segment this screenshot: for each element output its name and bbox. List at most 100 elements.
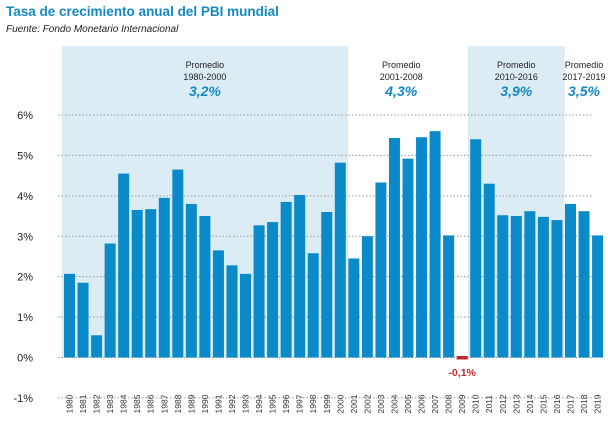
average-title-1: Promedio <box>186 60 225 70</box>
x-tick-label: 2015 <box>538 394 548 413</box>
average-title-4: Promedio <box>565 60 604 70</box>
y-tick-label: 0% <box>17 353 33 365</box>
bar-1987 <box>158 197 170 358</box>
bar-2007 <box>429 131 441 358</box>
x-tick-label: 1991 <box>213 394 223 413</box>
x-tick-label: 1990 <box>200 394 210 413</box>
y-tick-label: -1% <box>13 393 33 405</box>
bar-1988 <box>172 169 184 358</box>
bar-1990 <box>199 216 211 358</box>
bar-2002 <box>361 236 373 358</box>
bar-1997 <box>294 195 306 358</box>
bar-2004 <box>388 138 400 358</box>
x-tick-label: 1999 <box>322 394 332 413</box>
average-value-4: 3,5% <box>568 83 600 99</box>
bar-2009 <box>456 356 468 360</box>
x-tick-label: 1993 <box>241 394 251 413</box>
bar-1986 <box>145 209 157 358</box>
x-tick-label: 2013 <box>511 394 521 413</box>
y-tick-label: 1% <box>17 312 33 324</box>
x-tick-label: 2007 <box>430 394 440 413</box>
bar-1991 <box>212 250 224 358</box>
x-tick-label: 2012 <box>498 394 508 413</box>
average-value-2: 4,3% <box>384 83 417 99</box>
x-tick-label: 2005 <box>403 394 413 413</box>
bar-2019 <box>592 235 604 358</box>
x-tick-label: 2009 <box>457 394 467 413</box>
average-period-3: 2010-2016 <box>495 72 538 82</box>
x-tick-label: 1980 <box>65 394 75 413</box>
x-tick-label: 1992 <box>227 394 237 413</box>
x-tick-label: 1994 <box>254 394 264 413</box>
bar-2006 <box>416 137 428 358</box>
average-title-2: Promedio <box>382 60 421 70</box>
x-tick-label: 1982 <box>92 394 102 413</box>
x-tick-label: 2006 <box>417 394 427 413</box>
x-tick-label: 1988 <box>173 394 183 413</box>
x-tick-label: 1985 <box>132 394 142 413</box>
bar-2012 <box>497 215 509 358</box>
x-tick-label: 2000 <box>335 394 345 413</box>
x-tick-label: 1983 <box>105 394 115 413</box>
x-tick-label: 1997 <box>295 394 305 413</box>
bar-2011 <box>483 183 495 358</box>
average-period-4: 2017-2019 <box>562 72 605 82</box>
x-tick-label: 1987 <box>159 394 169 413</box>
x-axis-ticks: 1980 1981 1982 1983 1984 1985 1986 1987 1988 1989… <box>65 394 603 413</box>
y-tick-label: 5% <box>17 150 33 162</box>
x-tick-label: 1984 <box>119 394 129 413</box>
x-tick-label: 2018 <box>579 394 589 413</box>
bar-2010 <box>470 139 482 358</box>
negative-value-label: -0,1% <box>448 367 476 379</box>
annotations: -0,1% <box>448 367 476 379</box>
bar-1998 <box>307 253 319 358</box>
bar-1992 <box>226 265 238 358</box>
bar-1996 <box>280 201 292 358</box>
bar-1980 <box>64 273 75 358</box>
average-period-2: 2001-2008 <box>380 72 423 82</box>
chart-title: Tasa de crecimiento anual del PBI mundia… <box>6 4 279 19</box>
x-tick-label: 2008 <box>444 394 454 413</box>
x-tick-label: 2004 <box>389 394 399 413</box>
x-tick-label: 2019 <box>593 394 603 413</box>
y-tick-label: 2% <box>17 272 33 284</box>
bar-2016 <box>551 220 563 358</box>
bar-2014 <box>524 211 536 358</box>
bar-2017 <box>564 203 576 358</box>
bar-2008 <box>443 235 455 358</box>
x-tick-label: 2017 <box>565 394 575 413</box>
x-tick-label: 2011 <box>484 395 494 414</box>
x-tick-label: 1995 <box>268 394 278 413</box>
bar-2003 <box>375 182 387 358</box>
x-tick-label: 1981 <box>78 394 88 413</box>
bar-1994 <box>253 225 265 358</box>
x-tick-label: 2003 <box>376 394 386 413</box>
y-tick-label: 4% <box>17 191 33 203</box>
x-tick-label: 1989 <box>186 394 196 413</box>
bar-1995 <box>267 222 279 358</box>
bar-1983 <box>104 243 116 358</box>
bar-1984 <box>118 173 130 358</box>
bar-1981 <box>77 282 89 358</box>
bar-1985 <box>131 209 143 358</box>
bar-2015 <box>537 216 549 358</box>
bar-2001 <box>348 258 360 358</box>
bars <box>64 131 604 360</box>
x-tick-label: 2016 <box>552 394 562 413</box>
average-period-1: 1980-2000 <box>183 72 226 82</box>
bar-2000 <box>334 162 346 358</box>
y-axis-ticks: -1% 0% 1% 2% 3% 4% 5% 6% <box>13 110 33 405</box>
bar-1993 <box>240 273 252 358</box>
x-tick-label: 1996 <box>281 394 291 413</box>
bar-2005 <box>402 158 414 358</box>
average-title-3: Promedio <box>497 60 536 70</box>
x-tick-label: 2002 <box>362 394 372 413</box>
chart-header: Tasa de crecimiento anual del PBI mundia… <box>6 3 602 36</box>
bar-1999 <box>321 212 333 358</box>
bar-2018 <box>578 211 590 358</box>
x-tick-label: 2010 <box>471 394 481 413</box>
y-tick-label: 6% <box>17 110 33 122</box>
average-value-1: 3,2% <box>189 83 221 99</box>
